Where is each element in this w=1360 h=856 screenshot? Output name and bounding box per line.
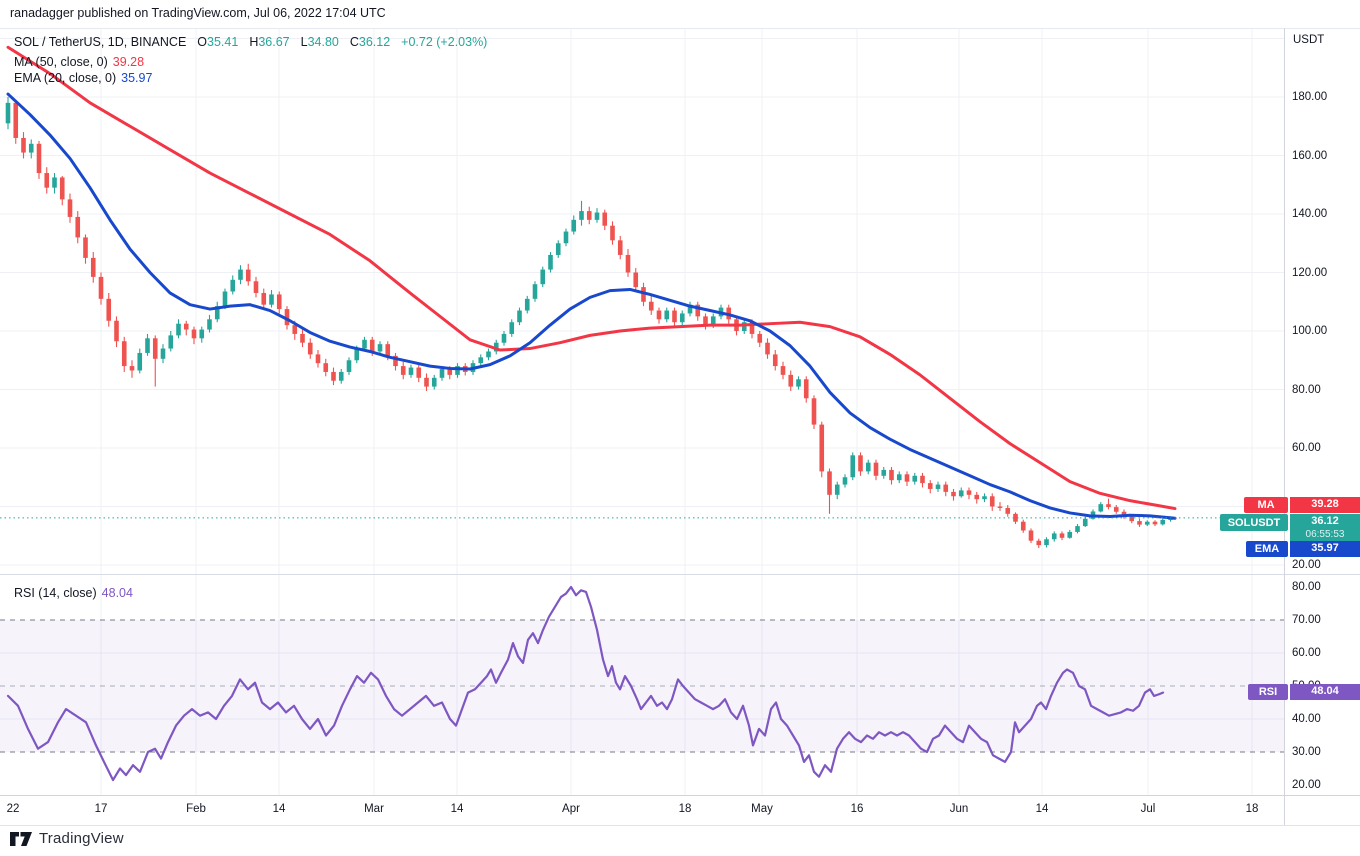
change-value: +0.72 (+2.03%)	[401, 35, 488, 49]
price-tick-label: 140.00	[1292, 208, 1328, 220]
rsi-tick-label: 70.00	[1292, 614, 1321, 626]
price-tick-label: 100.00	[1292, 325, 1328, 337]
rsi-tick-label: 80.00	[1292, 581, 1321, 593]
symbol-title: SOL / TetherUS, 1D, BINANCE	[14, 35, 187, 49]
price-tick-label: 20.00	[1292, 559, 1321, 571]
ma-badge: MA	[1244, 497, 1288, 513]
price-tick-label: 60.00	[1292, 442, 1321, 454]
time-tick-label: Jun	[949, 803, 969, 815]
ema-legend-value: 35.97	[121, 71, 153, 85]
time-tick-label: Mar	[364, 803, 384, 815]
footer-border	[0, 825, 1360, 826]
time-tick-label: Jul	[1140, 803, 1156, 815]
current-price-label: 36.12 06:55:53	[1290, 514, 1360, 542]
price-tick-label: 160.00	[1292, 149, 1328, 162]
price-pane[interactable]	[0, 28, 1284, 574]
price-axis-currency: USDT	[1293, 34, 1325, 46]
time-tick-label: 14	[272, 803, 286, 815]
tradingview-logo-icon	[10, 831, 32, 846]
price-tick-label: 80.00	[1292, 383, 1321, 396]
rsi-legend-row[interactable]: RSI (14, close) 48.04	[14, 586, 133, 600]
rsi-value-label: 48.04	[1290, 684, 1360, 700]
time-tick-label: Apr	[562, 803, 580, 815]
price-tick-label: 120.00	[1292, 266, 1328, 279]
attribution-text: ranadagger published on TradingView.com,…	[10, 6, 386, 20]
current-price-value: 36.12	[1311, 514, 1339, 527]
tradingview-watermark[interactable]: TradingView	[10, 830, 124, 847]
time-tick-label: May	[751, 803, 773, 815]
ema-legend-label: EMA (20, close, 0)	[14, 71, 117, 85]
time-tick-label: 14	[1035, 803, 1049, 815]
ema-badge: EMA	[1246, 541, 1288, 557]
time-tick-label: 16	[850, 803, 864, 815]
ma-legend-row[interactable]: MA (50, close, 0) 39.28	[14, 55, 144, 69]
ma-price-label: 39.28	[1290, 497, 1360, 513]
rsi-badge: RSI	[1248, 684, 1288, 700]
price-tick-label: 180.00	[1292, 91, 1328, 103]
time-axis-border	[0, 795, 1360, 796]
rsi-legend-label: RSI (14, close)	[14, 586, 97, 600]
rsi-tick-label: 20.00	[1292, 779, 1321, 791]
watermark-label: TradingView	[39, 830, 124, 847]
symbol-badge: SOLUSDT	[1220, 514, 1288, 531]
time-tick-label: Feb	[186, 803, 206, 815]
chart-frame-top	[0, 28, 1360, 29]
rsi-tick-label: 60.00	[1292, 647, 1321, 659]
rsi-pane[interactable]	[0, 574, 1284, 795]
rsi-legend-value: 48.04	[101, 586, 133, 600]
price-axis-border	[1284, 28, 1285, 825]
ohlc-low: L34.80	[300, 35, 339, 49]
ema-legend-row[interactable]: EMA (20, close, 0) 35.97	[14, 71, 152, 85]
ema-price-label: 35.97	[1290, 541, 1360, 557]
ohlc-high: H36.67	[249, 35, 290, 49]
ohlc-close: C36.12	[349, 35, 391, 49]
time-tick-label: 14	[450, 803, 464, 815]
time-tick-label: 18	[678, 803, 692, 815]
ohlc-open: O35.41	[197, 35, 239, 49]
time-tick-label: 22	[6, 803, 20, 815]
time-tick-label: 17	[94, 803, 108, 815]
rsi-tick-label: 30.00	[1292, 746, 1321, 758]
ma-legend-value: 39.28	[112, 55, 145, 69]
rsi-tick-label: 40.00	[1292, 713, 1321, 725]
ma-legend-label: MA (50, close, 0)	[14, 55, 108, 69]
pane-divider[interactable]	[0, 574, 1360, 575]
symbol-legend-row[interactable]: SOL / TetherUS, 1D, BINANCE O35.41 H36.6…	[14, 35, 487, 49]
time-tick-label: 18	[1245, 803, 1259, 815]
bar-countdown: 06:55:53	[1305, 528, 1345, 540]
